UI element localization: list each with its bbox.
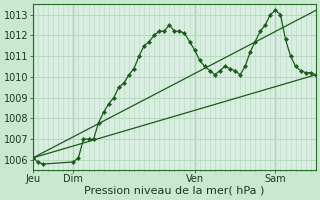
X-axis label: Pression niveau de la mer( hPa ): Pression niveau de la mer( hPa ) <box>84 186 265 196</box>
